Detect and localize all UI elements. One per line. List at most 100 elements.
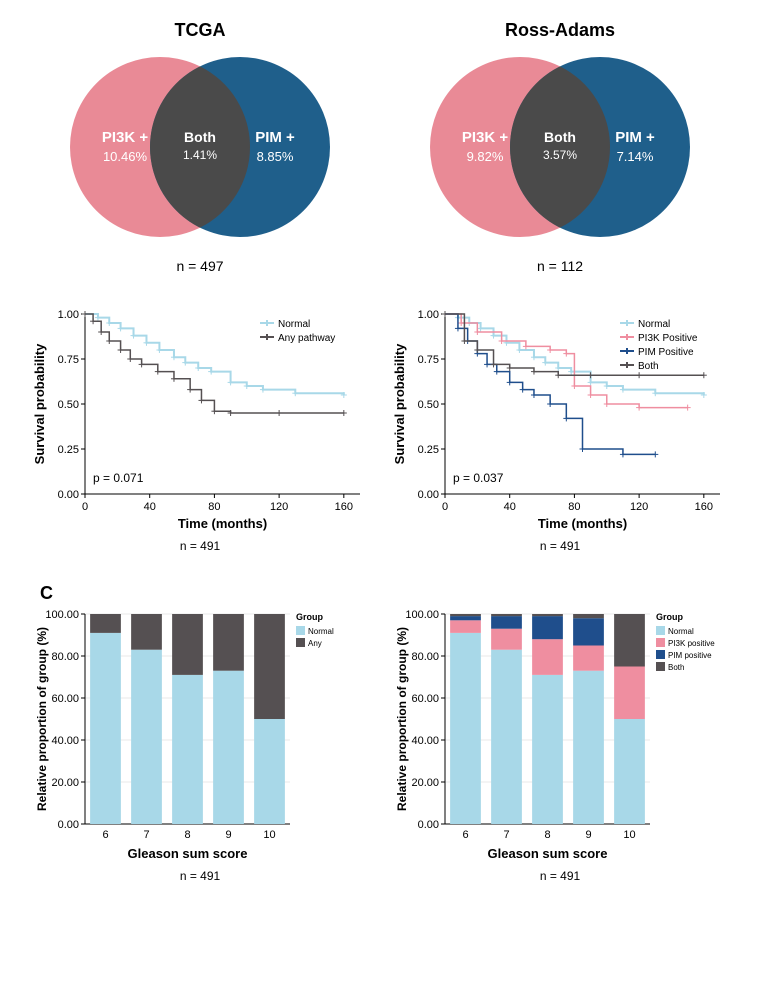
svg-text:1.00: 1.00 bbox=[418, 309, 439, 321]
bar2-n: n = 491 bbox=[390, 869, 730, 883]
svg-text:10: 10 bbox=[623, 829, 635, 841]
km-chart-2: 0.00 0.25 0.50 0.75 1.00 0 40 80 120 160 Time (mon… bbox=[390, 304, 730, 553]
svg-text:Both: Both bbox=[638, 361, 659, 372]
svg-text:Both: Both bbox=[544, 129, 576, 145]
svg-text:PI3K +: PI3K + bbox=[462, 129, 509, 146]
svg-text:0.00: 0.00 bbox=[418, 489, 439, 501]
svg-text:Normal: Normal bbox=[278, 319, 310, 330]
svg-text:Normal: Normal bbox=[308, 627, 334, 636]
svg-text:1.00: 1.00 bbox=[58, 309, 79, 321]
bar1-n: n = 491 bbox=[30, 869, 370, 883]
venn-svg-ross: PI3K + 9.82% Both 3.57% PIM + 7.14% bbox=[400, 47, 720, 247]
svg-text:6: 6 bbox=[462, 829, 468, 841]
svg-text:100.00: 100.00 bbox=[45, 609, 79, 621]
svg-text:100.00: 100.00 bbox=[405, 609, 439, 621]
venn-title-ross: Ross-Adams bbox=[390, 20, 730, 41]
svg-text:9.82%: 9.82% bbox=[467, 149, 504, 164]
svg-text:0.75: 0.75 bbox=[58, 354, 79, 366]
venn-n-ross: n = 112 bbox=[390, 258, 730, 274]
svg-text:Survival probability: Survival probability bbox=[392, 343, 407, 464]
km2-n: n = 491 bbox=[390, 539, 730, 553]
svg-text:Relative proportion of group (: Relative proportion of group (%) bbox=[395, 627, 409, 811]
svg-text:8: 8 bbox=[184, 829, 190, 841]
km-row: 0.00 0.25 0.50 0.75 1.00 0 40 80 120 160 Time (mon… bbox=[20, 304, 740, 553]
svg-text:160: 160 bbox=[695, 501, 713, 513]
svg-text:10.46%: 10.46% bbox=[103, 149, 148, 164]
svg-text:Normal: Normal bbox=[668, 627, 694, 636]
svg-text:0.25: 0.25 bbox=[58, 444, 79, 456]
svg-text:Normal: Normal bbox=[638, 319, 670, 330]
svg-text:Any: Any bbox=[308, 639, 322, 648]
svg-text:120: 120 bbox=[630, 501, 648, 513]
svg-text:9: 9 bbox=[225, 829, 231, 841]
svg-text:6: 6 bbox=[102, 829, 108, 841]
bar-chart-1: 6 7 8 9 10 Gleason sum score Relative proporti… bbox=[30, 604, 370, 883]
svg-text:3.57%: 3.57% bbox=[543, 148, 577, 162]
svg-text:PI3K +: PI3K + bbox=[102, 129, 149, 146]
svg-text:8: 8 bbox=[544, 829, 550, 841]
svg-text:40.00: 40.00 bbox=[51, 735, 79, 747]
svg-text:7.14%: 7.14% bbox=[617, 149, 654, 164]
svg-text:0.00: 0.00 bbox=[58, 819, 79, 831]
svg-text:PIM +: PIM + bbox=[255, 129, 295, 146]
svg-text:Group: Group bbox=[656, 612, 683, 622]
svg-text:0.75: 0.75 bbox=[418, 354, 439, 366]
svg-text:Both: Both bbox=[668, 663, 684, 672]
svg-text:80.00: 80.00 bbox=[411, 651, 439, 663]
svg-text:0: 0 bbox=[442, 501, 448, 513]
svg-text:PI3K positive: PI3K positive bbox=[668, 639, 715, 648]
svg-text:7: 7 bbox=[143, 829, 149, 841]
svg-text:Relative proportion of group (: Relative proportion of group (%) bbox=[35, 627, 49, 811]
svg-text:Survival probability: Survival probability bbox=[32, 343, 47, 464]
svg-text:PIM positive: PIM positive bbox=[668, 651, 712, 660]
venn-row: TCGA PI3K + 10.46% Both 1.41% PIM + 8.85% n =… bbox=[20, 20, 740, 274]
km-chart-1: 0.000.250.500.751.0004080120160Time (mon… bbox=[30, 304, 370, 553]
svg-text:20.00: 20.00 bbox=[411, 777, 439, 789]
svg-text:PIM Positive: PIM Positive bbox=[638, 347, 694, 358]
bar-row: 6 7 8 9 10 Gleason sum score Relative proporti… bbox=[20, 604, 740, 883]
svg-text:1.41%: 1.41% bbox=[183, 148, 217, 162]
svg-text:40.00: 40.00 bbox=[411, 735, 439, 747]
svg-text:9: 9 bbox=[585, 829, 591, 841]
svg-text:Gleason sum score: Gleason sum score bbox=[488, 846, 608, 861]
svg-text:Group: Group bbox=[296, 612, 323, 622]
svg-text:80: 80 bbox=[208, 501, 220, 513]
svg-text:PI3K Positive: PI3K Positive bbox=[638, 333, 698, 344]
bar-svg-2: 6 7 8 9 10 Gleason sum score Relative proporti… bbox=[390, 604, 730, 864]
venn-n-tcga: n = 497 bbox=[30, 258, 370, 274]
panel-c-label: C bbox=[40, 583, 740, 604]
svg-text:10: 10 bbox=[263, 829, 275, 841]
bar-chart-2: 6 7 8 9 10 Gleason sum score Relative proporti… bbox=[390, 604, 730, 883]
svg-text:160: 160 bbox=[335, 501, 353, 513]
km-svg-1: 0.000.250.500.751.0004080120160Time (mon… bbox=[30, 304, 370, 534]
km-svg-2: 0.00 0.25 0.50 0.75 1.00 0 40 80 120 160 Time (mon… bbox=[390, 304, 730, 534]
svg-text:0.00: 0.00 bbox=[418, 819, 439, 831]
svg-text:Time (months): Time (months) bbox=[178, 516, 267, 531]
svg-text:20.00: 20.00 bbox=[51, 777, 79, 789]
svg-text:120: 120 bbox=[270, 501, 288, 513]
svg-text:Time (months): Time (months) bbox=[538, 516, 627, 531]
svg-text:Any pathway: Any pathway bbox=[278, 333, 335, 344]
svg-text:60.00: 60.00 bbox=[411, 693, 439, 705]
venn-rossadams: Ross-Adams PI3K + 9.82% Both 3.57% PIM + 7.14… bbox=[390, 20, 730, 274]
svg-text:40: 40 bbox=[144, 501, 156, 513]
svg-text:0.25: 0.25 bbox=[418, 444, 439, 456]
svg-text:Gleason sum score: Gleason sum score bbox=[128, 846, 248, 861]
svg-text:60.00: 60.00 bbox=[51, 693, 79, 705]
bar-svg-1: 6 7 8 9 10 Gleason sum score Relative proporti… bbox=[30, 604, 370, 864]
venn-svg-tcga: PI3K +10.46%Both1.41%PIM +8.85% bbox=[40, 47, 360, 247]
svg-text:80.00: 80.00 bbox=[51, 651, 79, 663]
svg-text:p = 0.037: p = 0.037 bbox=[453, 471, 504, 485]
km1-n: n = 491 bbox=[30, 539, 370, 553]
venn-tcga: TCGA PI3K +10.46%Both1.41%PIM +8.85% n =… bbox=[30, 20, 370, 274]
svg-text:p = 0.071: p = 0.071 bbox=[93, 471, 144, 485]
svg-text:0.50: 0.50 bbox=[58, 399, 79, 411]
svg-text:PIM +: PIM + bbox=[615, 129, 655, 146]
svg-text:7: 7 bbox=[503, 829, 509, 841]
svg-text:8.85%: 8.85% bbox=[257, 149, 294, 164]
venn-title-tcga: TCGA bbox=[30, 20, 370, 41]
svg-text:40: 40 bbox=[504, 501, 516, 513]
svg-text:80: 80 bbox=[568, 501, 580, 513]
svg-text:0: 0 bbox=[82, 501, 88, 513]
svg-text:0.50: 0.50 bbox=[418, 399, 439, 411]
